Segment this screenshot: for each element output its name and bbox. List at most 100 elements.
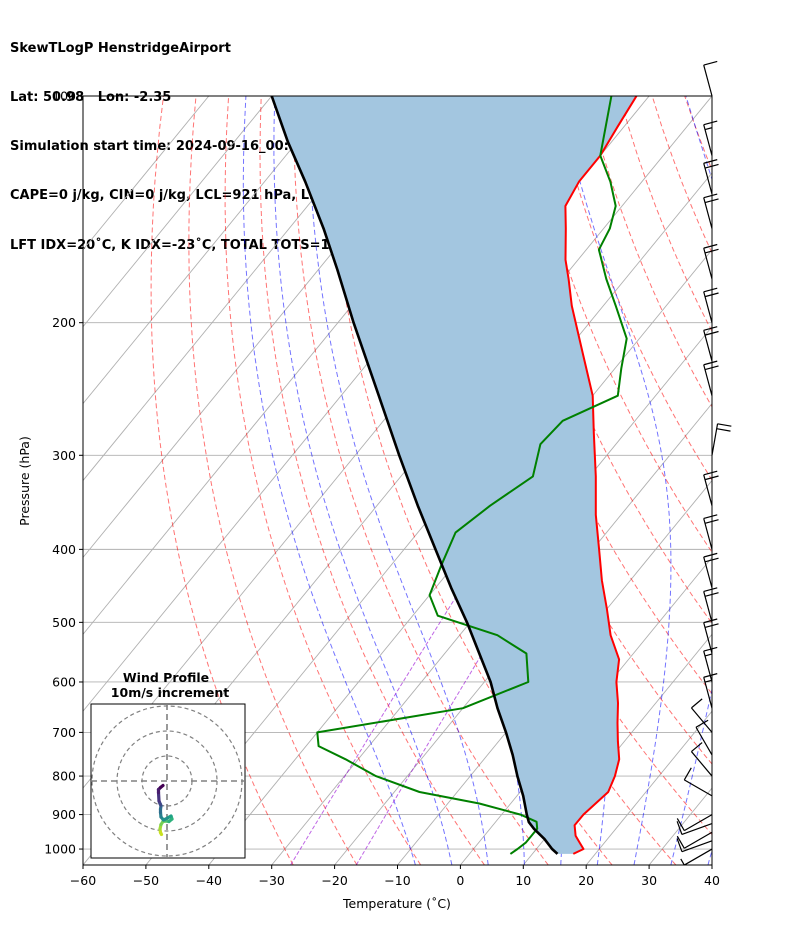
temperature-profile-line: [564, 96, 638, 855]
wind-barb-staff: [703, 247, 713, 280]
wind-barb-flag: [703, 243, 718, 249]
x-tick-label: 0: [456, 873, 464, 888]
wind-barb: [703, 673, 718, 709]
y-tick-label: 200: [52, 315, 76, 330]
wind-barb-flag: [703, 159, 718, 164]
wind-barb-flag: [716, 428, 731, 432]
wind-barb-flag: [703, 552, 718, 558]
wind-barb-flag: [703, 360, 718, 366]
y-tick-label: 100: [52, 89, 76, 104]
wind-barb-flag: [703, 120, 718, 126]
wind-barb-staff: [703, 291, 713, 323]
wind-barb: [695, 719, 713, 756]
isotherm-gridline: [397, 479, 712, 865]
isotherm-gridline: [83, 96, 273, 328]
wind-barb-staff: [681, 822, 713, 836]
wind-barb-flag: [703, 587, 718, 593]
wind-barb: [711, 423, 732, 456]
x-tick-label: −10: [384, 873, 410, 888]
data-layer: [270, 96, 638, 855]
wind-barb-flag: [691, 698, 703, 709]
wind-barb: [703, 60, 718, 97]
y-tick-label: 900: [52, 807, 76, 822]
wind-barb-flag: [704, 330, 719, 336]
wind-barb-staff: [703, 518, 713, 550]
moist-adiabat-line: [308, 96, 489, 865]
wind-barb: [703, 552, 719, 589]
wind-barb-staff: [703, 474, 713, 506]
wind-barb: [703, 360, 719, 396]
wind-barb-staff: [703, 197, 713, 229]
y-tick-label: 600: [52, 674, 76, 689]
x-tick-label: 30: [641, 873, 657, 888]
x-axis-label: Temperature (˚C): [342, 896, 451, 911]
wind-barb-staff: [703, 163, 713, 195]
wind-barb-flag: [717, 423, 732, 427]
hodograph-subtitle: 10m/s increment: [111, 685, 229, 700]
wind-barb-staff: [690, 751, 713, 777]
wind-barb-staff: [690, 707, 713, 733]
wind-barbs: [676, 60, 732, 866]
dry-adiabat-line: [651, 96, 712, 255]
wind-barb: [703, 618, 719, 654]
dry-adiabat-line: [684, 96, 712, 172]
wind-barb-flag: [704, 519, 719, 524]
wind-barb-flag: [704, 163, 719, 169]
y-tick-label: 1000: [44, 842, 76, 857]
isotherm-gridline: [711, 864, 712, 865]
wind-barb-flag: [703, 287, 718, 293]
wind-barb: [690, 698, 713, 733]
x-tick-label: 40: [704, 873, 720, 888]
wind-barb: [703, 326, 719, 362]
wind-barb-flag: [704, 623, 719, 629]
wind-barb: [703, 120, 718, 156]
wind-barb-staff: [703, 330, 713, 362]
x-tick-label: 20: [578, 873, 594, 888]
mixing-ratio-line: [290, 557, 482, 865]
dry-adiabat-line: [717, 96, 794, 865]
wind-barb-staff: [683, 848, 713, 866]
wind-barb: [703, 243, 719, 280]
wind-barb-half-flag: [680, 858, 685, 866]
wind-barb-staff: [683, 831, 713, 849]
axis-ticks: −60 −50 −40 −30 −20 −10 0 10 20 30 40 100 200 300 400 5…: [44, 89, 720, 889]
dry-adiabat-line: [783, 96, 794, 865]
moist-adiabat-line: [273, 96, 453, 865]
x-tick-label: 10: [515, 873, 531, 888]
wind-barb-flag: [676, 838, 683, 852]
wind-barb-half-flag: [704, 127, 712, 131]
wind-barb-staff: [695, 726, 713, 756]
wind-barb-staff: [683, 814, 713, 832]
wind-barb-staff: [703, 591, 713, 623]
y-tick-label: 400: [52, 542, 76, 557]
wind-barb-flag: [704, 292, 719, 298]
isotherm-gridline: [83, 96, 398, 482]
wind-barb-flag: [703, 60, 718, 66]
isotherm-gridline: [83, 96, 335, 405]
wind-barb: [683, 767, 713, 797]
wind-barb-flag: [704, 365, 719, 371]
wind-barb-flag: [704, 557, 719, 563]
isotherm-gridline: [83, 96, 210, 251]
x-tick-label: −60: [70, 873, 96, 888]
wind-barb: [703, 514, 719, 550]
wind-barb-half-flag: [704, 679, 712, 683]
wind-barb: [676, 814, 713, 832]
wind-barb: [703, 470, 719, 506]
wind-barb-flag: [691, 742, 703, 753]
moist-adiabat-line: [242, 96, 416, 865]
wind-barb: [703, 587, 719, 623]
isotherm-gridline: [522, 633, 712, 865]
wind-barb-staff: [703, 556, 713, 589]
wind-barb-flag: [704, 475, 719, 481]
wind-barb-staff: [703, 622, 713, 654]
x-tick-label: −40: [196, 873, 222, 888]
wind-barb-flag: [676, 821, 683, 835]
x-tick-label: −20: [321, 873, 347, 888]
wind-barb-flag: [676, 818, 685, 831]
isotherm-gridline: [585, 710, 712, 865]
wind-barb-flag: [676, 835, 685, 849]
wind-barb-flag: [703, 193, 718, 199]
y-tick-label: 700: [52, 725, 76, 740]
